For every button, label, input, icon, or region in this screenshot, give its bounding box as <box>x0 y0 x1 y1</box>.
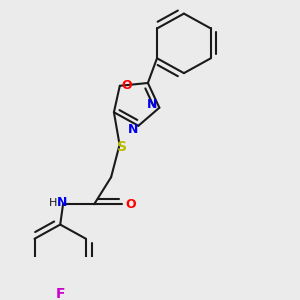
Text: N: N <box>56 196 67 209</box>
Text: H: H <box>49 198 57 208</box>
Text: N: N <box>128 123 138 136</box>
Text: F: F <box>56 286 65 300</box>
Text: O: O <box>122 79 132 92</box>
Text: N: N <box>147 98 158 112</box>
Text: S: S <box>117 140 128 154</box>
Text: O: O <box>126 198 136 211</box>
